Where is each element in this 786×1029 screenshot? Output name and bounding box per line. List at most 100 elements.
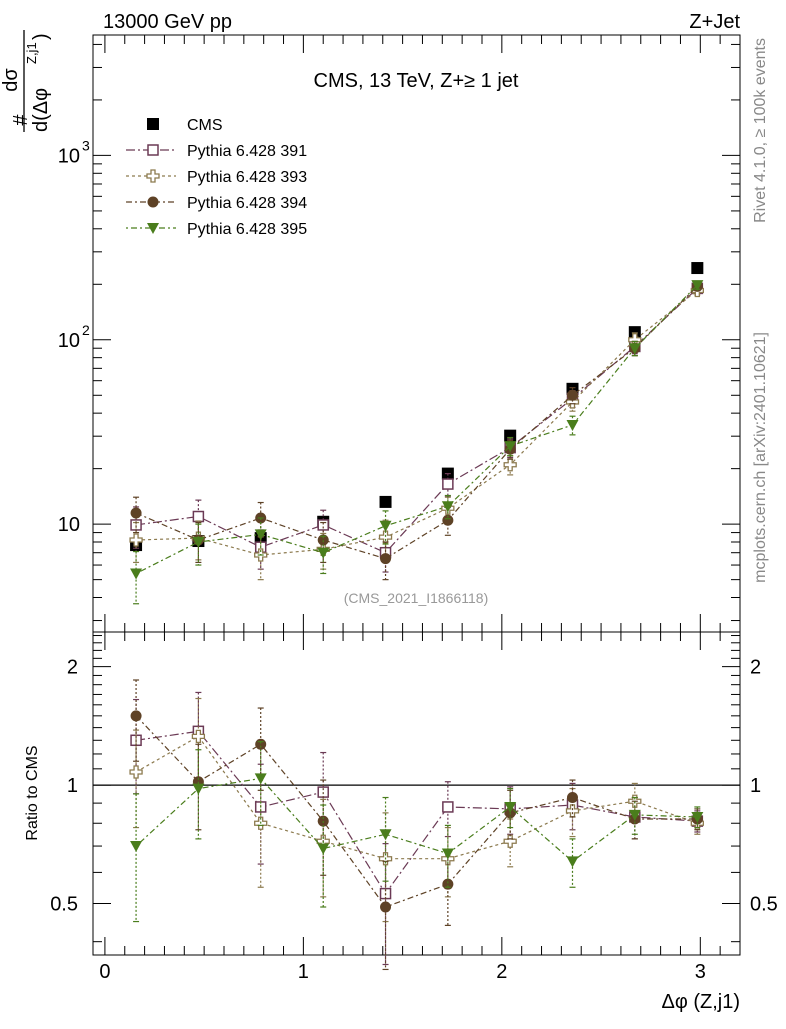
rivet-label: Rivet 4.1.0, ≥ 100k events: [752, 38, 769, 223]
legend-entry-cms: CMS: [147, 117, 223, 134]
ratio-series-p394: [130, 679, 703, 971]
legend-entry-p394: Pythia 6.428 394: [126, 195, 307, 212]
main-point-p395-7: [566, 419, 579, 431]
ratio-point-p395-1: [192, 783, 205, 795]
ratio-marks: [129, 679, 704, 971]
ratio-point-p395-0: [130, 841, 143, 853]
main-ytick-exp-1: 2: [82, 322, 90, 338]
y-axis-denominator: d(Δφ: [30, 88, 52, 132]
legend-label-p394: Pythia 6.428 394: [187, 195, 307, 212]
y-axis-paren: ): [30, 33, 52, 40]
main-marks: [129, 262, 704, 605]
ratio-line-p393: [135, 735, 698, 860]
legend-marker-p393: [146, 169, 160, 183]
ratio-point-p395-4: [379, 829, 392, 841]
ratio-line-p391: [136, 730, 698, 895]
main-point-p393-4: [378, 530, 393, 544]
legend-marker-p394: [147, 196, 159, 208]
main-point-p395-1: [192, 537, 205, 549]
y-axis-label: # dσ d(Δφ Z,j1 ): [0, 30, 52, 132]
ratio-point-p394-0: [130, 710, 142, 722]
main-point-cms-8: [628, 326, 641, 339]
main-ytick-label-0: 10: [58, 514, 80, 536]
ratio-line-p395: [135, 777, 698, 863]
legend: CMS Pythia 6.428 391 Pythia 6.428 393 Pythi…: [126, 117, 307, 238]
ratio-xtick-label-3: 3: [695, 961, 706, 983]
main-ytick-label-1: 10: [58, 330, 80, 352]
ratio-point-p393-6: [503, 834, 517, 848]
main-series-p394: [130, 280, 703, 581]
ratio-point-p394-7: [566, 792, 578, 804]
legend-label-p395: Pythia 6.428 395: [187, 221, 307, 238]
main-line-p394: [135, 285, 698, 560]
main-point-p393-0: [129, 533, 143, 547]
main-point-p395-5: [441, 501, 454, 513]
main-point-p395-6: [504, 441, 517, 453]
main-point-p395-8: [628, 343, 641, 355]
y-axis-superscript: Z,j1: [24, 42, 39, 64]
ratio-series-p391: [130, 691, 704, 966]
ratio-point-p395-3: [317, 843, 330, 855]
ratio-ytick-label-right-0: 0.5: [750, 894, 778, 916]
main-line-p391: [136, 287, 698, 554]
main-series-cms: [130, 262, 704, 552]
ratio-point-p395-9: [691, 811, 704, 823]
main-point-cms-9: [691, 262, 704, 275]
legend-marker-p391: [147, 144, 159, 156]
ratio-point-p394-2: [255, 738, 267, 750]
ratio-ytick-label-1: 1: [67, 775, 78, 797]
legend-label-cms: CMS: [187, 117, 223, 134]
legend-entry-p393: Pythia 6.428 393: [126, 169, 307, 186]
main-point-p394-7: [566, 389, 578, 401]
main-ytick-label-2: 10: [58, 145, 80, 167]
header-left: 13000 GeV pp: [103, 11, 232, 33]
watermark: (CMS_2021_I1866118): [344, 590, 489, 606]
ratio-axes: 0 1 2 3 0.5 0.5 1 1 2 2: [50, 632, 778, 983]
ratio-xtick-label-0: 0: [99, 961, 110, 983]
ratio-series-p395: [130, 741, 704, 923]
y-axis-prefix: #: [10, 114, 32, 126]
legend-entry-p391: Pythia 6.428 391: [126, 143, 307, 160]
ratio-panel-frame: [92, 631, 741, 956]
ratio-line-p394: [135, 715, 698, 908]
main-ytick-exp-2: 3: [82, 137, 90, 153]
main-point-p395-0: [130, 568, 143, 580]
ratio-point-p395-6: [504, 801, 517, 813]
main-point-p394-4: [380, 553, 392, 565]
legend-entry-p395: Pythia 6.428 395: [126, 221, 307, 238]
main-point-p395-3: [317, 547, 330, 559]
chart-title: CMS, 13 TeV, Z+≥ 1 jet: [314, 70, 519, 92]
ratio-ytick-label-2: 2: [67, 657, 78, 679]
main-line-p393: [136, 290, 698, 556]
legend-label-p391: Pythia 6.428 391: [187, 143, 307, 160]
main-point-p395-2: [254, 529, 267, 541]
main-point-p391-5: [442, 478, 454, 490]
x-axis-label: Δφ (Z,j1): [661, 991, 740, 1013]
ratio-xtick-label-1: 1: [298, 961, 309, 983]
main-point-p393-6: [503, 458, 517, 472]
ratio-point-p394-4: [380, 901, 392, 913]
legend-marker-p395: [147, 223, 159, 234]
main-point-p394-3: [317, 534, 329, 546]
main-point-p394-5: [442, 514, 454, 526]
ratio-ytick-label-0: 0.5: [50, 894, 78, 916]
mcplots-label: mcplots.cern.ch [arXiv:2401.10621]: [752, 332, 769, 583]
main-point-p391-3: [317, 519, 329, 531]
main-line-p395: [135, 284, 698, 575]
main-point-p395-9: [691, 280, 704, 292]
header-right: Z+Jet: [689, 11, 740, 33]
ratio-point-p391-5: [442, 801, 454, 813]
main-point-p391-1: [192, 510, 205, 523]
ratio-series-p393: [129, 697, 704, 923]
legend-marker-cms: [147, 118, 159, 130]
ratio-point-p395-2: [254, 773, 267, 785]
main-point-p395-4: [379, 520, 392, 532]
ratio-point-p393-0: [129, 765, 143, 779]
ratio-xtick-label-2: 2: [496, 961, 507, 983]
ratio-y-axis-label: Ratio to CMS: [24, 745, 41, 840]
main-point-cms-4: [379, 495, 392, 508]
main-series-p393: [129, 283, 704, 581]
ratio-point-p394-5: [442, 878, 454, 890]
legend-label-p393: Pythia 6.428 393: [187, 169, 307, 186]
